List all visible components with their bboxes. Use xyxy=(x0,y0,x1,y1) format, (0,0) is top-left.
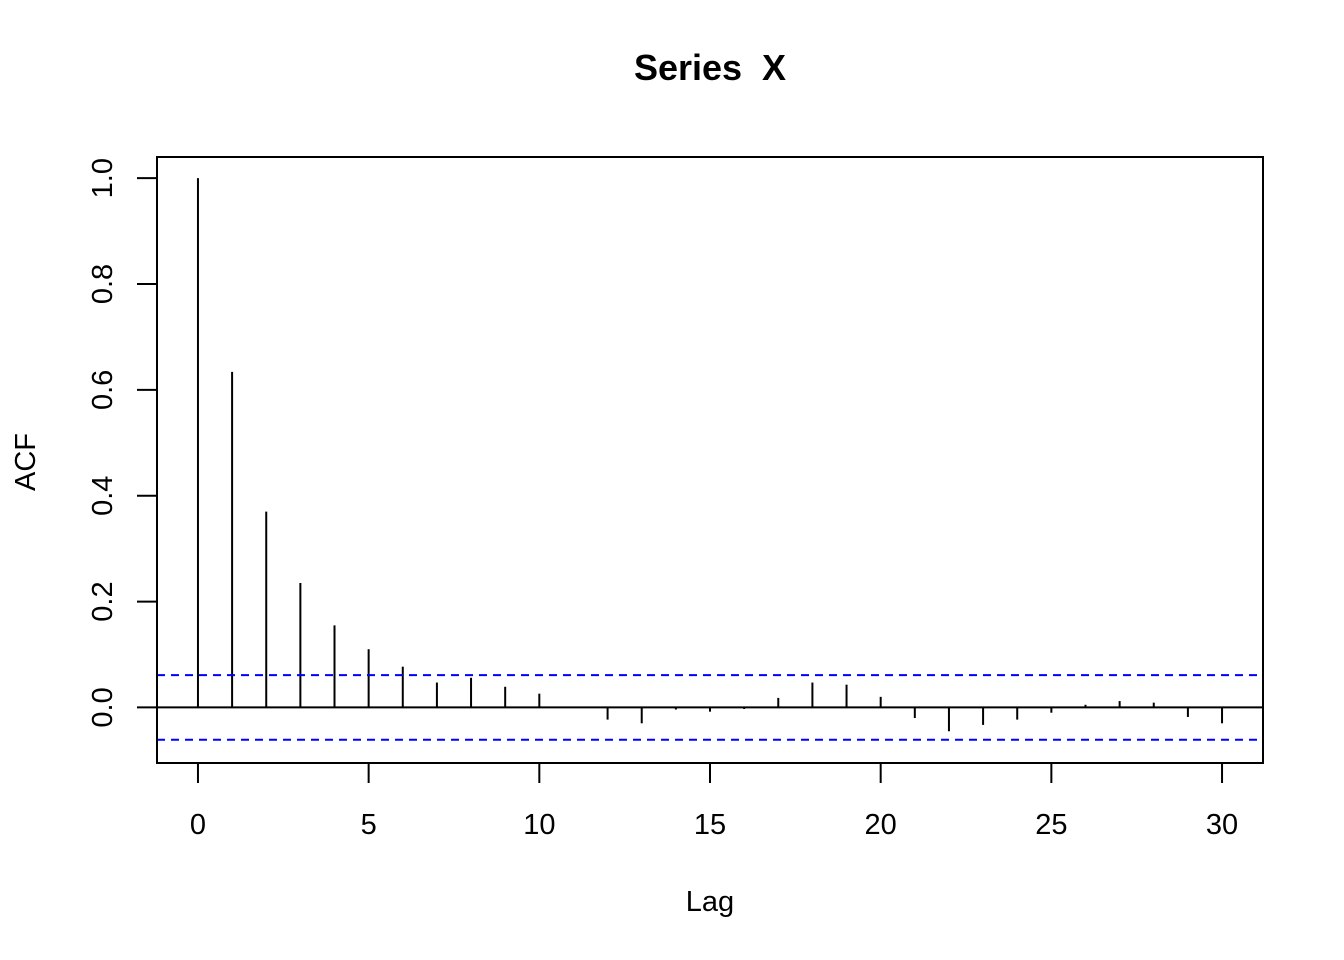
x-tick-label-25: 25 xyxy=(1035,809,1067,841)
y-tick-label-0.6: 0.6 xyxy=(87,370,119,410)
y-tick-label-0.0: 0.0 xyxy=(87,687,119,727)
x-tick-label-15: 15 xyxy=(694,809,726,841)
x-tick-label-5: 5 xyxy=(361,809,377,841)
x-tick-label-30: 30 xyxy=(1206,809,1238,841)
y-axis: 0.0 0.2 0.4 0.6 0.8 1.0 xyxy=(87,158,158,728)
plot-frame xyxy=(156,156,1264,764)
confidence-lines xyxy=(157,674,1263,741)
acf-bars xyxy=(196,178,1224,732)
x-tick-label-20: 20 xyxy=(865,809,897,841)
y-tick-label-0.2: 0.2 xyxy=(87,581,119,621)
x-axis: 0 5 10 15 20 25 30 xyxy=(190,762,1238,841)
y-tick-label-0.8: 0.8 xyxy=(87,264,119,304)
x-axis-label: Lag xyxy=(686,886,734,918)
chart-title: Series X xyxy=(634,47,786,88)
y-tick-label-0.4: 0.4 xyxy=(87,476,119,516)
x-tick-label-10: 10 xyxy=(523,809,555,841)
y-axis-label: ACF xyxy=(10,433,42,491)
x-tick-label-0: 0 xyxy=(190,809,206,841)
y-tick-label-1.0: 1.0 xyxy=(87,158,119,198)
